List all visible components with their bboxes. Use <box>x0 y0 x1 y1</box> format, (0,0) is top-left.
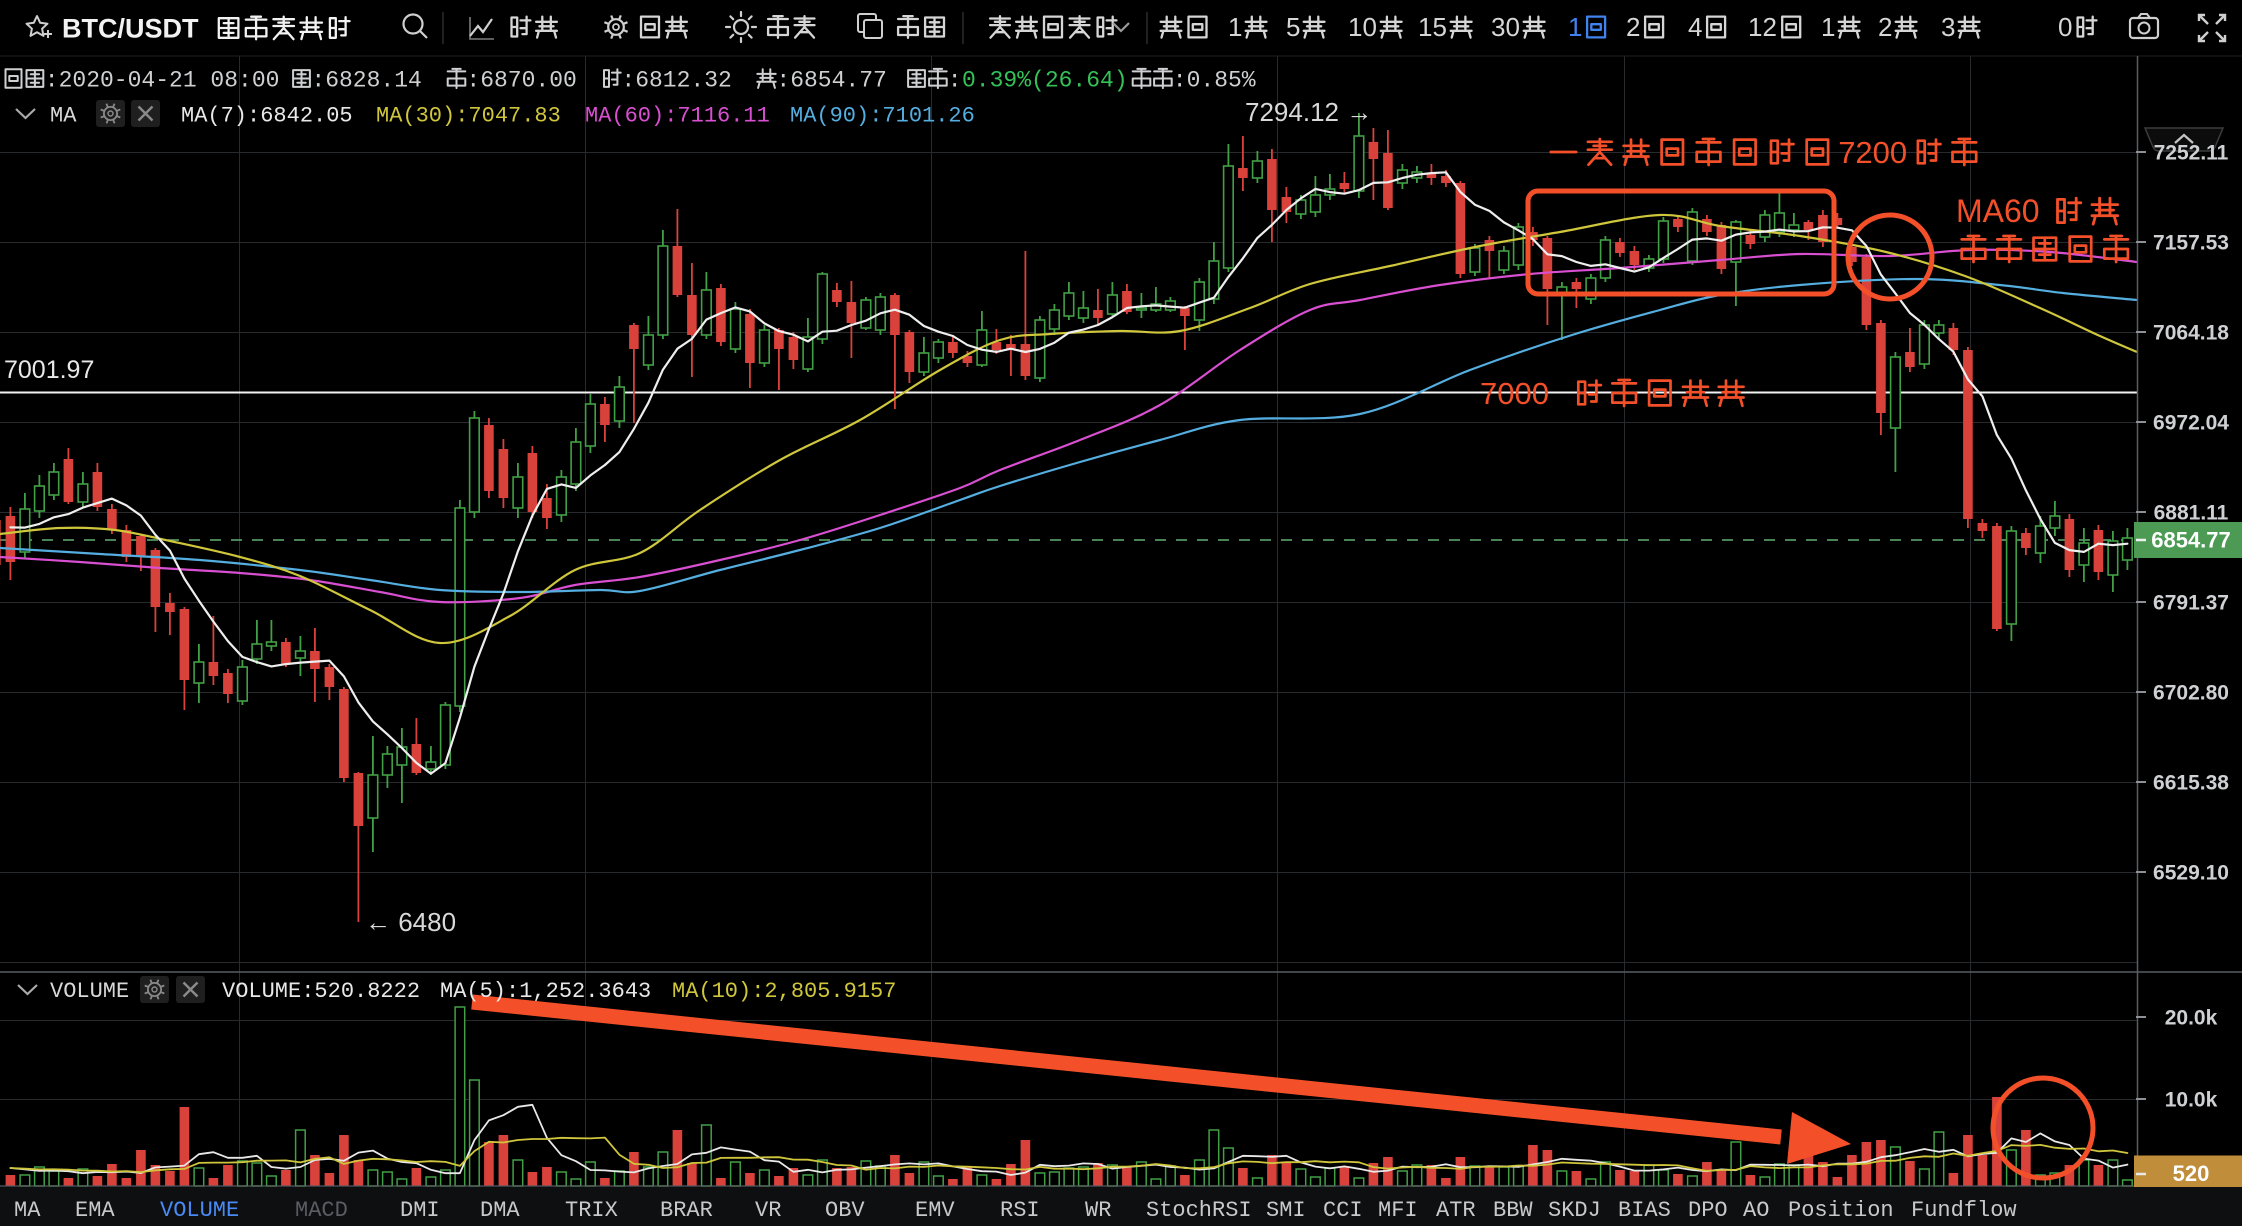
svg-text:7157.53: 7157.53 <box>2153 232 2229 255</box>
svg-text::: : <box>948 68 962 94</box>
svg-text:← 6480: ← 6480 <box>365 907 456 937</box>
svg-text::2020-04-21 08:00: :2020-04-21 08:00 <box>45 68 280 94</box>
svg-text::6812.32: :6812.32 <box>621 68 731 94</box>
svg-text:1: 1 <box>1821 12 1835 42</box>
svg-text:SKDJ: SKDJ <box>1548 1198 1601 1223</box>
svg-text:CCI: CCI <box>1323 1198 1363 1223</box>
svg-text::6854.77: :6854.77 <box>776 68 886 94</box>
svg-text:MA: MA <box>50 104 77 129</box>
svg-text:6615.38: 6615.38 <box>2153 772 2229 795</box>
svg-text:MA(90):7101.26: MA(90):7101.26 <box>790 104 975 129</box>
svg-text:20.0k: 20.0k <box>2165 1007 2218 1030</box>
svg-text:7000: 7000 <box>1480 376 1558 411</box>
svg-text:RSI: RSI <box>1000 1198 1040 1223</box>
svg-text:MA(7):6842.05: MA(7):6842.05 <box>181 104 353 129</box>
svg-text:TRIX: TRIX <box>565 1198 618 1223</box>
svg-text:SMI: SMI <box>1266 1198 1306 1223</box>
svg-text:MFI: MFI <box>1378 1198 1418 1223</box>
svg-text:15: 15 <box>1418 12 1447 42</box>
svg-text:DMA: DMA <box>480 1198 520 1223</box>
svg-text:3: 3 <box>1941 12 1955 42</box>
svg-text:MA(30):7047.83: MA(30):7047.83 <box>376 104 561 129</box>
svg-text:OBV: OBV <box>825 1198 865 1223</box>
svg-text:2: 2 <box>1626 12 1640 42</box>
svg-text:12: 12 <box>1748 12 1777 42</box>
svg-text:BIAS: BIAS <box>1618 1198 1671 1223</box>
svg-text:Fundflow: Fundflow <box>1911 1198 2017 1223</box>
svg-text:MA(5):1,252.3643: MA(5):1,252.3643 <box>440 979 651 1004</box>
svg-text:0.39%(26.64): 0.39%(26.64) <box>962 68 1128 94</box>
svg-text::6870.00: :6870.00 <box>466 68 576 94</box>
svg-text:ATR: ATR <box>1436 1198 1476 1223</box>
svg-text:7294.12 →: 7294.12 → <box>1245 97 1372 127</box>
svg-text:10.0k: 10.0k <box>2165 1089 2218 1112</box>
svg-text:VOLUME:520.8222: VOLUME:520.8222 <box>222 979 420 1004</box>
svg-text:WR: WR <box>1085 1198 1111 1223</box>
svg-text:7252.11: 7252.11 <box>2154 142 2229 165</box>
svg-text:520: 520 <box>2173 1161 2210 1186</box>
svg-text:MA(10):2,805.9157: MA(10):2,805.9157 <box>672 979 896 1004</box>
svg-text:MA(60):7116.11: MA(60):7116.11 <box>585 104 770 129</box>
svg-text:VOLUME: VOLUME <box>160 1198 239 1223</box>
svg-text:6972.04: 6972.04 <box>2153 412 2229 435</box>
svg-text:BRAR: BRAR <box>660 1198 713 1223</box>
svg-text:6529.10: 6529.10 <box>2153 862 2229 885</box>
svg-text:DPO: DPO <box>1688 1198 1728 1223</box>
svg-text:7200: 7200 <box>1838 135 1907 170</box>
svg-text:EMV: EMV <box>915 1198 955 1223</box>
svg-text:MA: MA <box>14 1198 41 1223</box>
svg-text:6854.77: 6854.77 <box>2151 528 2231 553</box>
svg-text:1: 1 <box>1568 12 1582 42</box>
svg-text:Position: Position <box>1788 1198 1894 1223</box>
svg-text:6702.80: 6702.80 <box>2153 682 2229 705</box>
svg-text:0: 0 <box>2058 12 2072 42</box>
svg-text:7001.97: 7001.97 <box>4 356 94 384</box>
svg-text:StochRSI: StochRSI <box>1146 1198 1252 1223</box>
svg-text:10: 10 <box>1348 12 1377 42</box>
svg-text:6791.37: 6791.37 <box>2153 592 2229 615</box>
svg-text:4: 4 <box>1688 12 1702 42</box>
svg-text:BTC/USDT: BTC/USDT <box>62 14 206 44</box>
svg-text::6828.14: :6828.14 <box>311 68 421 94</box>
svg-text:2: 2 <box>1878 12 1892 42</box>
svg-text:VR: VR <box>755 1198 781 1223</box>
svg-text:DMI: DMI <box>400 1198 440 1223</box>
svg-text::0.85%: :0.85% <box>1173 68 1256 94</box>
svg-text:6881.11: 6881.11 <box>2154 502 2229 525</box>
svg-text:5: 5 <box>1286 12 1300 42</box>
svg-text:AO: AO <box>1743 1198 1769 1223</box>
svg-text:BBW: BBW <box>1493 1198 1533 1223</box>
svg-text:VOLUME: VOLUME <box>50 979 129 1004</box>
svg-text:EMA: EMA <box>75 1198 115 1223</box>
svg-text:7064.18: 7064.18 <box>2153 322 2229 345</box>
svg-text:30: 30 <box>1491 12 1520 42</box>
svg-text:1: 1 <box>1228 12 1242 42</box>
svg-text:MACD: MACD <box>295 1198 348 1223</box>
svg-text:MA60: MA60 <box>1956 193 2048 229</box>
